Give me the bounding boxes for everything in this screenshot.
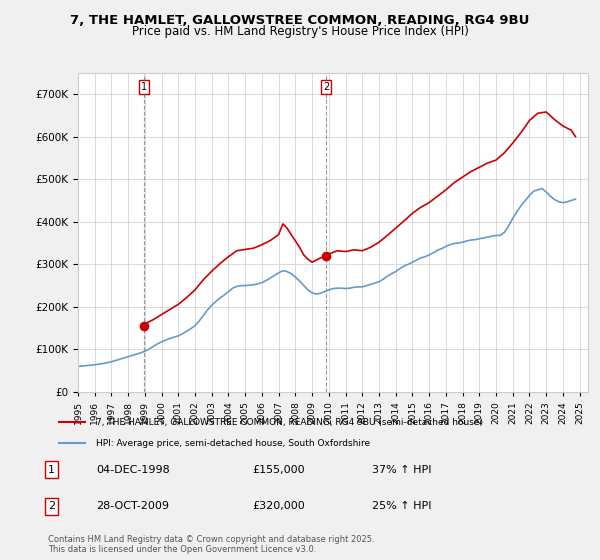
Text: 1: 1 bbox=[140, 82, 146, 92]
Text: £320,000: £320,000 bbox=[252, 501, 305, 511]
Text: 04-DEC-1998: 04-DEC-1998 bbox=[96, 465, 170, 475]
Text: 2: 2 bbox=[323, 82, 329, 92]
Text: £155,000: £155,000 bbox=[252, 465, 305, 475]
Text: 1: 1 bbox=[48, 465, 55, 475]
Text: 7, THE HAMLET, GALLOWSTREE COMMON, READING, RG4 9BU: 7, THE HAMLET, GALLOWSTREE COMMON, READI… bbox=[70, 14, 530, 27]
Text: HPI: Average price, semi-detached house, South Oxfordshire: HPI: Average price, semi-detached house,… bbox=[95, 438, 370, 447]
Text: 37% ↑ HPI: 37% ↑ HPI bbox=[372, 465, 431, 475]
Text: 7, THE HAMLET, GALLOWSTREE COMMON, READING, RG4 9BU (semi-detached house): 7, THE HAMLET, GALLOWSTREE COMMON, READI… bbox=[95, 418, 482, 427]
Text: 25% ↑ HPI: 25% ↑ HPI bbox=[372, 501, 431, 511]
Text: 28-OCT-2009: 28-OCT-2009 bbox=[96, 501, 169, 511]
Text: 2: 2 bbox=[48, 501, 55, 511]
Text: Price paid vs. HM Land Registry's House Price Index (HPI): Price paid vs. HM Land Registry's House … bbox=[131, 25, 469, 38]
Text: Contains HM Land Registry data © Crown copyright and database right 2025.
This d: Contains HM Land Registry data © Crown c… bbox=[48, 535, 374, 554]
